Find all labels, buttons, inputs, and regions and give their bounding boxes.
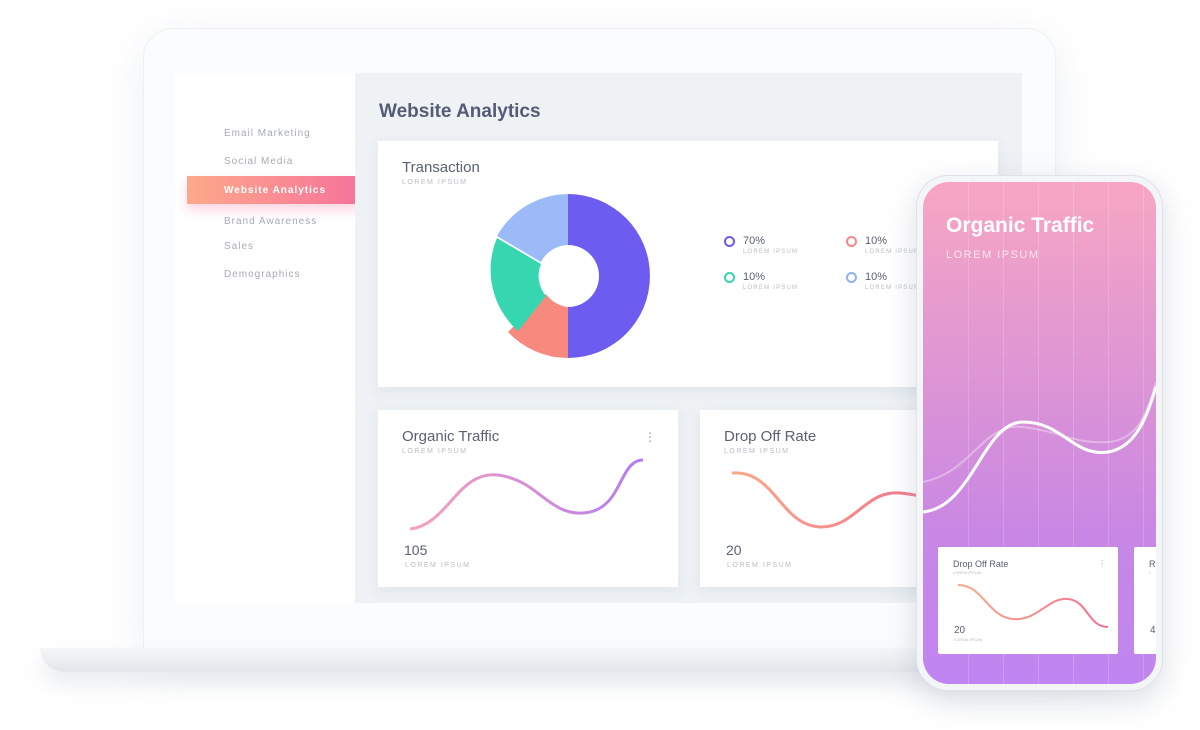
organic-traffic-card: Organic Traffic LOREM IPSUM ⋮ 105 LOREM … [378,410,678,587]
donut-slice-purple [568,194,650,358]
value-label: LOREM IPSUM [727,562,793,569]
phone-drop-off-card: Drop Off Rate LOREM IPSUM ⋮ 20 LOREM IPS… [938,547,1118,654]
dropoff-value: 20 [726,542,742,558]
phone-line-chart [923,381,1156,514]
card-subtitle: L [1149,570,1152,575]
main-content: Website Analytics Transaction LOREM IPSU… [355,73,1022,603]
card-subtitle: LOREM IPSUM [402,448,468,455]
donut-slice-green [490,238,546,331]
card-value: 4 [1150,625,1156,636]
card-subtitle: LOREM IPSUM [724,448,790,455]
organic-line [409,458,644,531]
page-title: Website Analytics [379,101,541,122]
phone-title: Organic Traffic [946,214,1095,237]
card-title: R [1149,559,1156,569]
legend-item: 10% LOREM IPSUM [846,271,920,291]
legend-item: 10% LOREM IPSUM [846,235,920,255]
donut-slice-blue [497,194,568,262]
phone-line-shadow [923,381,1156,483]
organic-value: 105 [404,542,428,558]
sidebar-item-social-media[interactable]: Social Media [224,156,294,167]
transaction-card: Transaction LOREM IPSUM 70% LOREM IPSUM 1… [378,141,998,387]
legend-item: 70% LOREM IPSUM [724,235,798,255]
card-subtitle: LOREM IPSUM [953,570,982,575]
organic-line-chart [409,458,644,531]
phone-subtitle: LOREM IPSUM [946,249,1040,261]
card-title: Drop Off Rate [724,428,817,445]
more-menu-icon[interactable]: ⋮ [1098,559,1106,568]
sidebar: Email Marketing Social Media Website Ana… [175,73,361,603]
phone-dropoff-line [957,584,1109,628]
phone-dropoff-chart [957,584,1109,628]
dropoff-line [731,471,941,529]
value-label: LOREM IPSUM [405,562,471,569]
laptop-screen: Email Marketing Social Media Website Ana… [175,73,1022,603]
card-title: Transaction [402,159,480,176]
card-title: Organic Traffic [402,428,500,445]
card-subtitle: LOREM IPSUM [402,179,468,186]
sidebar-item-brand-awareness[interactable]: Brand Awareness [224,216,318,227]
sidebar-item-email-marketing[interactable]: Email Marketing [224,128,311,139]
phone-screen: Organic Traffic LOREM IPSUM Drop Off Rat… [923,182,1156,684]
sidebar-item-sales[interactable]: Sales [224,241,255,252]
sidebar-item-demographics[interactable]: Demographics [224,269,301,280]
phone-line [923,386,1156,514]
sidebar-item-website-analytics[interactable]: Website Analytics [187,176,361,204]
donut-slice-salmon [508,294,568,359]
card-value: 20 [954,625,966,636]
donut-chart [490,194,650,359]
value-label: LOREM IPSUM [954,637,983,642]
legend-item: 10% LOREM IPSUM [724,271,798,291]
card-title: Drop Off Rate [953,559,1009,569]
phone-frame: Organic Traffic LOREM IPSUM Drop Off Rat… [916,175,1163,691]
phone-second-card: R L 4 [1134,547,1156,654]
more-menu-icon[interactable]: ⋮ [644,430,656,444]
